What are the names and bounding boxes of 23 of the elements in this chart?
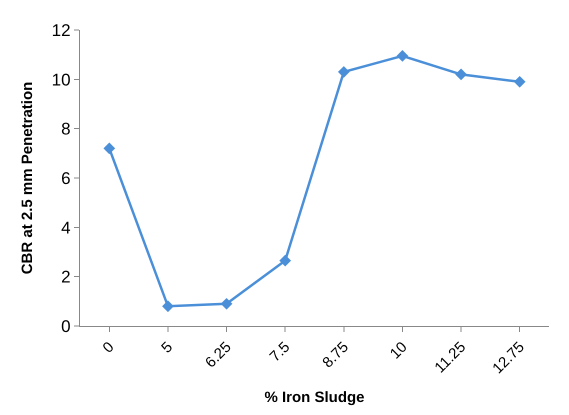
x-tick-label: 7.5 (266, 338, 294, 366)
x-tick-label: 5 (158, 338, 176, 357)
y-tick-label: 8 (61, 120, 71, 139)
y-tick-label: 4 (61, 218, 71, 238)
x-tick-label: 6.25 (202, 338, 235, 372)
x-tick-label: 8.75 (319, 338, 352, 372)
point (455, 68, 467, 80)
point (279, 254, 292, 266)
x-axis-title: % Iron Sludge (264, 389, 365, 406)
y-tick-label: 10 (52, 70, 71, 90)
point (162, 300, 174, 312)
y-axis-title: CBR at 2.5 mm Penetration (18, 82, 36, 274)
y-tick-label: 0 (61, 316, 71, 336)
point (103, 142, 116, 154)
x-tick-label: 0 (100, 338, 118, 357)
point (514, 76, 526, 88)
point (220, 298, 232, 310)
x-tick-label: 10 (386, 338, 411, 362)
point (338, 66, 350, 78)
point (396, 50, 408, 62)
y-tick-label: 6 (61, 168, 71, 188)
y-tick-label: 2 (61, 268, 71, 287)
y-tick-label: 12 (52, 20, 71, 40)
